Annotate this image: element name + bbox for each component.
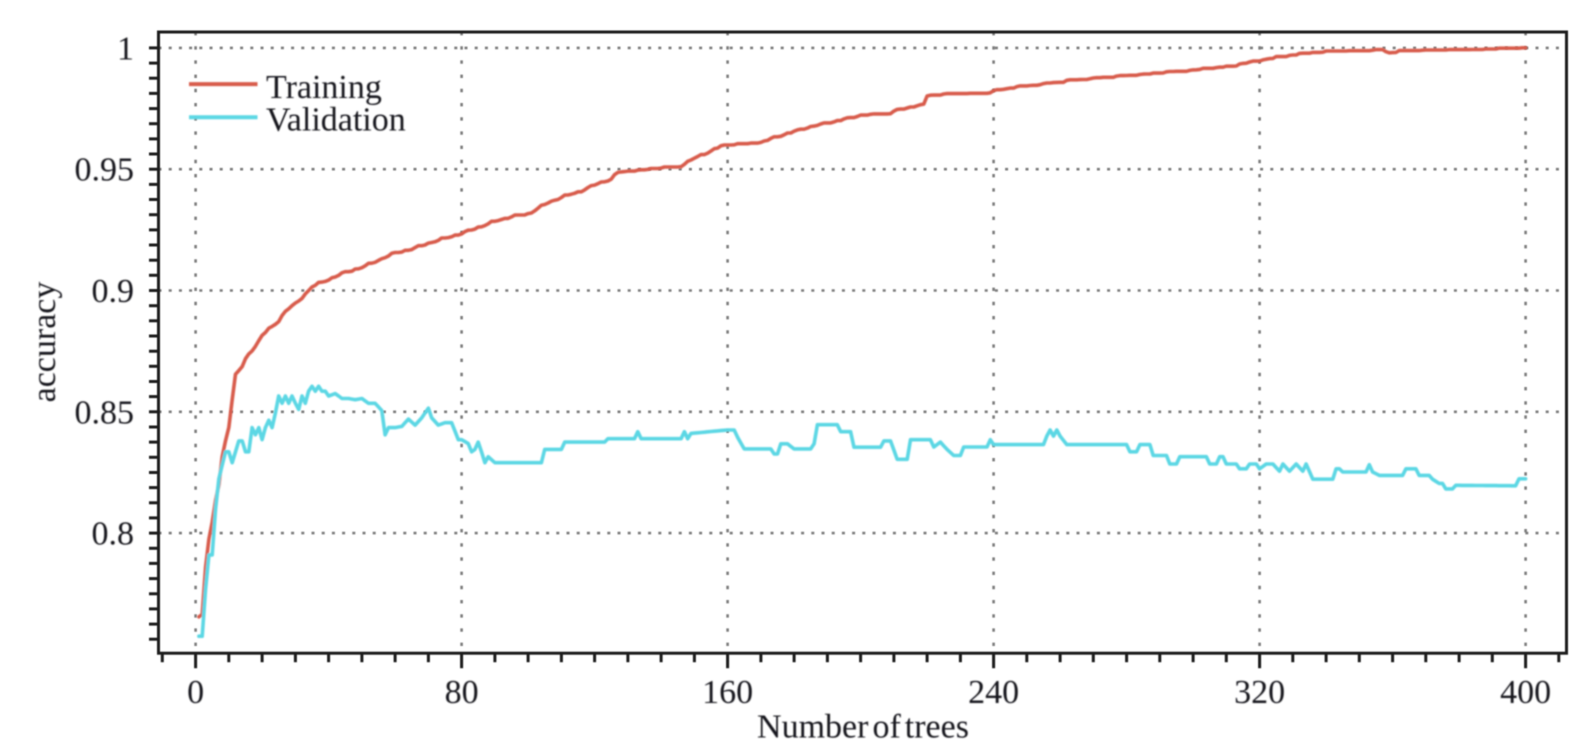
svg-text:Validation: Validation bbox=[266, 102, 406, 139]
svg-text:0.8: 0.8 bbox=[92, 516, 135, 553]
svg-text:0: 0 bbox=[187, 674, 204, 711]
svg-text:Training: Training bbox=[266, 69, 382, 106]
svg-text:160: 160 bbox=[702, 674, 753, 711]
svg-text:0.95: 0.95 bbox=[75, 152, 135, 189]
svg-text:320: 320 bbox=[1234, 674, 1285, 711]
svg-text:1: 1 bbox=[117, 30, 134, 67]
svg-text:0.85: 0.85 bbox=[75, 394, 135, 431]
svg-text:0.9: 0.9 bbox=[92, 273, 135, 310]
svg-text:accuracy: accuracy bbox=[26, 282, 63, 403]
svg-text:80: 80 bbox=[445, 674, 479, 711]
svg-text:240: 240 bbox=[968, 674, 1019, 711]
svg-text:Number of trees: Number of trees bbox=[757, 709, 969, 746]
svg-text:400: 400 bbox=[1500, 674, 1551, 711]
